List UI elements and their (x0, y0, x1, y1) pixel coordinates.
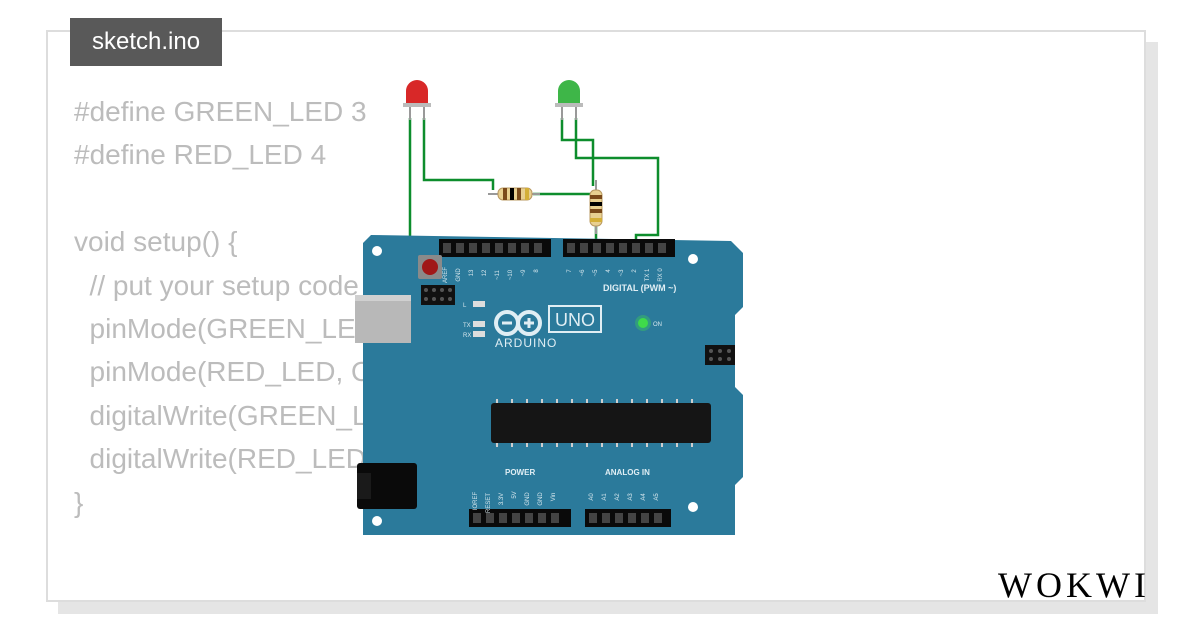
svg-text:~3: ~3 (619, 269, 625, 277)
svg-text:13: 13 (469, 269, 475, 276)
svg-text:POWER: POWER (505, 468, 535, 477)
svg-text:A3: A3 (628, 493, 634, 501)
circuit-diagram: /*placeholder*/ AREF GND 13 12 ~11 ~10 ~… (338, 80, 778, 560)
svg-text:GND: GND (538, 492, 544, 506)
svg-text:RESET: RESET (486, 493, 492, 513)
svg-text:~5: ~5 (593, 269, 599, 277)
svg-text:RX 0: RX 0 (658, 268, 664, 282)
svg-text:Vin: Vin (551, 493, 557, 502)
svg-text:AREF: AREF (443, 267, 449, 283)
code-line: } (74, 487, 83, 518)
svg-text:ON: ON (653, 322, 662, 328)
svg-text:RX: RX (463, 333, 471, 339)
svg-text:IOREF: IOREF (473, 492, 479, 511)
red-led (403, 80, 431, 120)
svg-text:GND: GND (525, 492, 531, 506)
digital-label: DIGITAL (PWM ~) (603, 283, 676, 293)
svg-text:ANALOG IN: ANALOG IN (605, 468, 650, 477)
svg-text:A1: A1 (602, 493, 608, 501)
svg-text:A5: A5 (654, 493, 660, 501)
svg-text:TX: TX (463, 323, 471, 329)
resistor-2 (590, 180, 602, 234)
svg-text:~6: ~6 (580, 269, 586, 277)
svg-text:~11: ~11 (495, 269, 501, 279)
svg-text:5V: 5V (512, 491, 518, 498)
tab-filename: sketch.ino (92, 28, 200, 55)
arduino-board: /*placeholder*/ AREF GND 13 12 ~11 ~10 ~… (355, 235, 743, 535)
svg-text:A4: A4 (641, 493, 647, 501)
resistor-1 (488, 188, 540, 200)
svg-text:~9: ~9 (521, 269, 527, 277)
code-line: // put your setup code (74, 270, 359, 301)
board-name: UNO (555, 310, 595, 330)
usb-connector (355, 295, 411, 343)
arduino-brand: ARDUINO (495, 336, 557, 350)
svg-text:GND: GND (456, 268, 462, 282)
svg-text:~10: ~10 (508, 269, 514, 280)
svg-text:A2: A2 (615, 493, 621, 501)
code-line: void setup() { (74, 226, 237, 257)
code-line: #define GREEN_LED 3 (74, 96, 367, 127)
svg-text:3.3V: 3.3V (499, 493, 505, 505)
code-line: digitalWrite(RED_LED, (74, 443, 382, 474)
atmega-chip (491, 403, 711, 443)
reset-button[interactable] (418, 255, 442, 279)
wokwi-brand: WOKWI (998, 564, 1150, 606)
green-led (555, 80, 583, 120)
svg-text:12: 12 (482, 269, 488, 276)
file-tab[interactable]: sketch.ino (70, 18, 222, 66)
svg-text:TX 1: TX 1 (645, 268, 651, 281)
svg-text:A0: A0 (589, 493, 595, 501)
code-line: #define RED_LED 4 (74, 139, 326, 170)
